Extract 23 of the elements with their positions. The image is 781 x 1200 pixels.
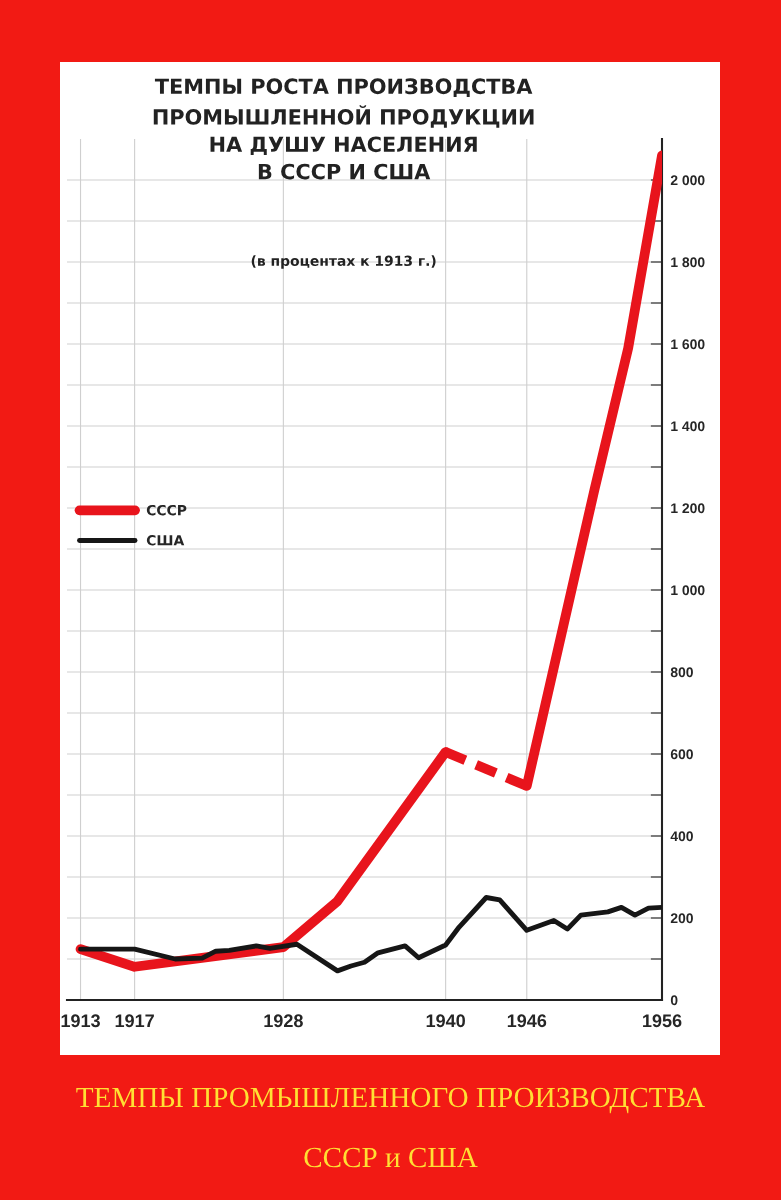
y-tick-label: 200 (670, 913, 693, 924)
legend-label: СССР (146, 504, 187, 516)
y-tick-label: 2 000 (670, 175, 705, 186)
x-tick-label: 1956 (643, 1014, 682, 1028)
y-tick-label: 400 (670, 831, 693, 842)
chart-title: ТЕМПЫ РОСТА ПРОИЗВОДСТВА ПРОМЫШЛЕННОЙ ПРОДУКЦИИ НА ДУШУ НАСЕЛЕНИЯ В СССР И США (153, 78, 534, 180)
y-tick-label: 1 800 (671, 257, 705, 268)
x-tick-label: 1946 (507, 1014, 547, 1028)
text: СССР и США (304, 1147, 478, 1168)
x-tick-label: 1940 (426, 1014, 465, 1028)
y-tick-label: 1 400 (671, 421, 705, 432)
x-tick-label: 1917 (115, 1014, 154, 1028)
y-tick-label: 1 600 (671, 339, 705, 350)
y-tick-label: 600 (670, 749, 693, 760)
x-tick-label: 1928 (264, 1014, 303, 1028)
y-tick-label: 800 (670, 667, 693, 678)
text: (в процентах к 1913 г.) (251, 255, 436, 269)
y-tick-label: 1 000 (671, 585, 705, 596)
y-tick-label: 1 200 (671, 503, 705, 514)
text: ТЕМПЫ ПРОМЫШЛЕННОГО ПРОИЗВОДСТВА (76, 1087, 706, 1114)
x-tick-label: 1913 (61, 1014, 100, 1028)
legend-label: США (146, 535, 185, 546)
y-tick-label: 0 (670, 995, 678, 1006)
